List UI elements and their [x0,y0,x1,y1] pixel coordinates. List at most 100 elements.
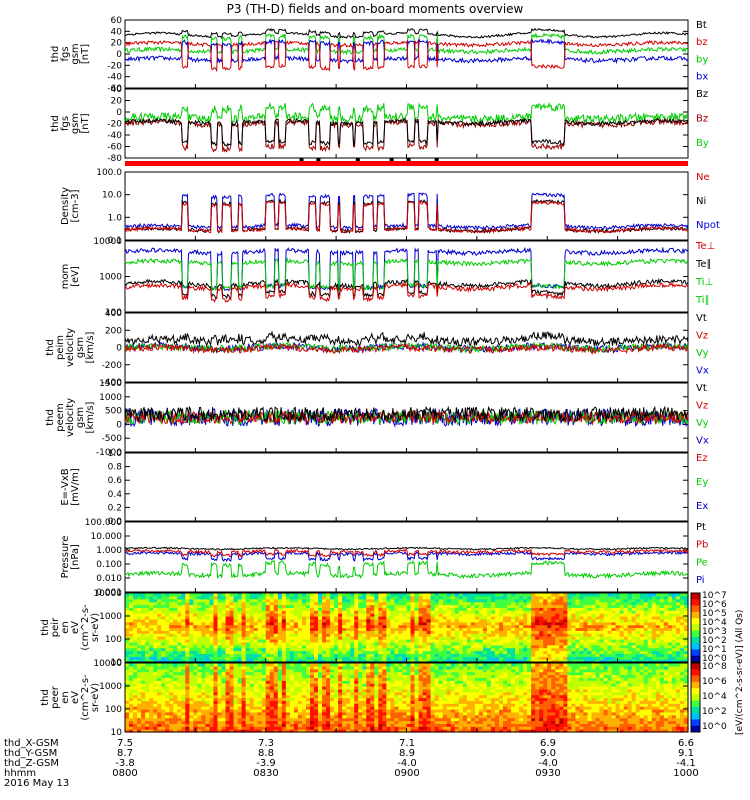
spec-cell [350,630,355,634]
ytick-label: 100 [105,308,122,318]
spec-cell [197,674,203,678]
spec-cell [293,680,299,684]
spec-cell [209,668,215,673]
spec-cell [289,720,295,724]
spec-cell [679,630,685,634]
spec-cell [177,630,182,634]
spec-cell [374,636,379,640]
spec-cell [322,680,327,684]
spec-cell [205,647,211,652]
spec-cell [515,593,520,597]
spec-cell [498,639,504,643]
spec-cell [330,630,335,634]
spec-cell [261,706,267,710]
spec-cell [603,607,609,611]
spec-cell [591,636,597,640]
spec-cell [671,659,677,663]
spec-cell [503,650,508,654]
spec-cell [297,595,303,600]
spec-cell [482,636,488,640]
spec-cell [273,703,279,707]
spec-cell [366,601,371,606]
spec-cell [277,717,283,722]
spec-cell [382,595,387,600]
spec-cell [322,621,327,626]
spec-cell [197,610,203,614]
ytick-label: -40 [107,131,122,141]
spec-cell [470,636,476,640]
spec-cell [330,607,335,611]
spec-cell [157,663,162,667]
spec-cell [354,653,359,657]
spec-cell [193,703,198,707]
spec-cell [679,607,685,611]
spec-cell [651,653,657,657]
spec-cell [181,650,186,654]
series-ti-perp [124,246,689,292]
spec-cell [169,709,174,713]
spec-cell [374,659,379,663]
spec-cell [422,659,428,663]
spec-cell [225,639,231,643]
spec-cell [137,697,142,701]
spec-cell [438,636,444,640]
spec-cell [330,656,335,660]
spec-cell [362,627,367,631]
spec-cell [402,659,408,663]
spec-cell [209,686,215,690]
spec-cell [571,621,576,626]
spec-cell [326,644,331,649]
spec-cell [285,671,291,676]
spec-cell [362,593,367,597]
spec-cell [197,711,203,716]
spec-cell [201,703,207,707]
spec-cell [655,598,661,603]
spec-cell [153,613,158,617]
spec-cell [241,639,247,643]
spec-cell [575,627,581,631]
spec-cell [330,610,335,614]
spec-cell [378,641,383,646]
spec-cell [422,613,428,617]
spec-cell [531,639,536,643]
spec-cell [289,694,295,699]
spec-cell [607,659,613,663]
spec-cell [265,686,271,690]
spec-cell [635,610,641,614]
spec-cell [277,694,283,699]
spec-cell [153,633,158,637]
spec-cell [398,633,404,637]
spec-cell [603,630,609,634]
spec-cell [322,616,327,620]
spec-cell [285,694,291,699]
spec-cell [269,639,275,643]
spec-cell [647,604,653,608]
spec-cell [201,627,207,631]
ylabel-line: thd [40,619,51,636]
spec-cell [149,668,154,673]
spec-cell [237,711,243,716]
spec-cell [563,656,568,660]
spec-cell [619,641,625,646]
spec-cell [209,714,215,719]
spec-cell [273,709,279,713]
spec-cell [141,677,146,681]
spec-cell [478,613,484,617]
status-mark-0 [299,158,304,161]
spec-cell [318,639,323,643]
spec-cell [253,694,259,699]
spec-cell [309,674,315,678]
spec-cell [157,703,162,707]
series-ne [124,200,689,234]
spec-cell [253,639,259,643]
ytick-label: 0.4 [108,490,123,500]
spec-cell [547,604,552,608]
spec-cell [643,627,649,631]
spec-cell [603,624,609,629]
spec-cell [330,686,335,690]
spec-cell [575,613,581,617]
spec-cell [631,604,637,608]
spec-cell [245,630,251,634]
spec-cell [269,616,275,620]
spec-cell [177,703,182,707]
